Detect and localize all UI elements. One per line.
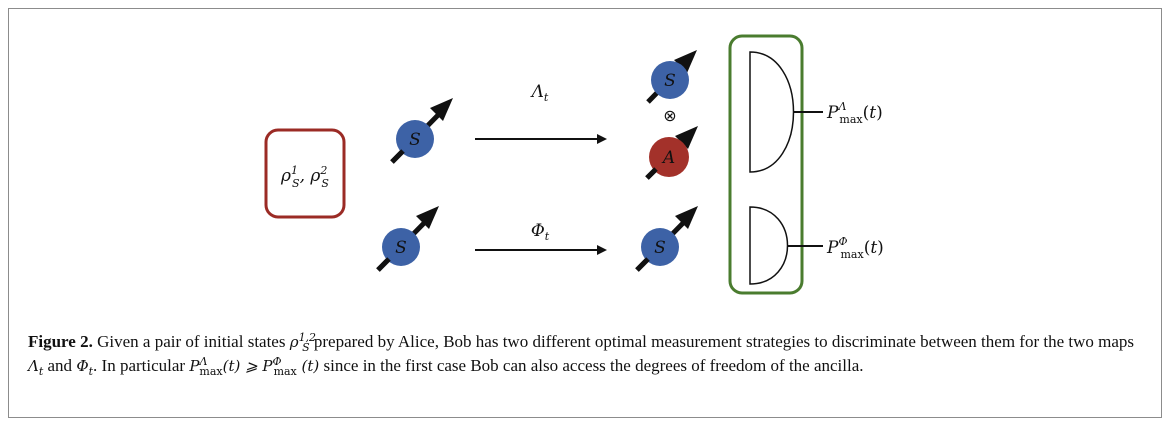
figure-label: Figure 2. [28, 332, 93, 351]
measurement-box [728, 34, 804, 295]
detector-phi [749, 206, 789, 285]
initial-states-label: ρ1 S, ρ2 S [280, 164, 329, 190]
figure-frame [8, 8, 1162, 418]
output-lambda-label: PΛ max(t) [826, 100, 883, 126]
system-spin-bottom-input: S [376, 206, 439, 272]
svg-text:S: S [409, 130, 421, 150]
tensor-product-symbol: ⊗ [663, 106, 676, 125]
system-spin-top-output: S [646, 50, 697, 104]
system-spin-bottom-output: S [635, 206, 698, 272]
svg-text:S: S [664, 71, 676, 91]
ancilla-spin: A [645, 126, 698, 180]
svg-text:A: A [661, 148, 675, 168]
figure-diagram: ρ1 S, ρ2 S S S Λt Φt S ⊗ A [264, 34, 884, 295]
system-spin-top-input: S [390, 98, 453, 164]
svg-text:S: S [395, 238, 407, 258]
figure-caption: Figure 2. Given a pair of initial states… [28, 331, 1135, 378]
phi-map-label: Φt [531, 221, 550, 243]
output-phi-label: PΦ max(t) [826, 235, 884, 261]
initial-states-box [264, 128, 346, 219]
lambda-map-label: Λt [530, 82, 549, 104]
detector-lambda [749, 51, 795, 173]
svg-text:S: S [654, 238, 666, 258]
